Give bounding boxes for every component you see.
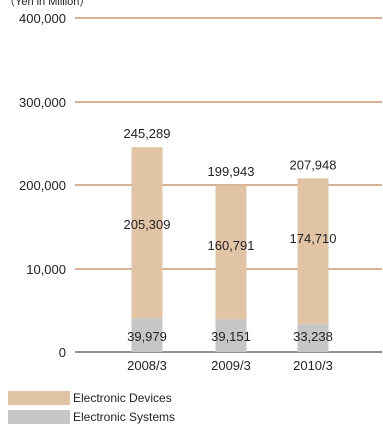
- legend-item-electronic-systems: Electronic Systems: [8, 410, 175, 424]
- data-label-electronic-systems: 39,151: [211, 329, 251, 344]
- bar-electronic-systems: [215, 319, 247, 352]
- data-label-electronic-devices: 174,710: [290, 231, 337, 246]
- unit-label: （Yen in Million）: [4, 0, 91, 8]
- total-label: 207,948: [290, 157, 337, 172]
- x-tick-label: 2008/3: [127, 358, 167, 373]
- y-tick-label: 300,000: [19, 95, 66, 110]
- legend-label-electronic-systems: Electronic Systems: [73, 410, 176, 424]
- bar-electronic-devices: [297, 178, 329, 325]
- x-tick-label: 2010/3: [293, 358, 333, 373]
- bar-electronic-systems: [297, 324, 329, 352]
- bar-electronic-devices: [215, 185, 247, 320]
- y-tick-label: 200,000: [19, 178, 66, 193]
- legend-item-electronic-devices: Electronic Devices: [8, 391, 172, 405]
- data-label-electronic-systems: 39,979: [127, 329, 167, 344]
- legend-swatch-electronic-systems: [8, 410, 70, 424]
- legend-label-electronic-devices: Electronic Devices: [73, 391, 172, 405]
- data-label-electronic-devices: 160,791: [208, 238, 255, 253]
- y-tick-label: 400,000: [19, 11, 66, 26]
- bar-electronic-systems: [131, 318, 163, 352]
- y-tick-label: 0: [59, 345, 66, 360]
- data-label-electronic-systems: 33,238: [293, 329, 333, 344]
- data-label-electronic-devices: 205,309: [124, 217, 171, 232]
- y-tick-label: 10,000: [26, 262, 66, 277]
- legend-swatch-electronic-devices: [8, 391, 70, 405]
- bar-electronic-devices: [131, 147, 163, 319]
- x-tick-label: 2009/3: [211, 358, 251, 373]
- total-label: 199,943: [208, 164, 255, 179]
- total-label: 245,289: [124, 126, 171, 141]
